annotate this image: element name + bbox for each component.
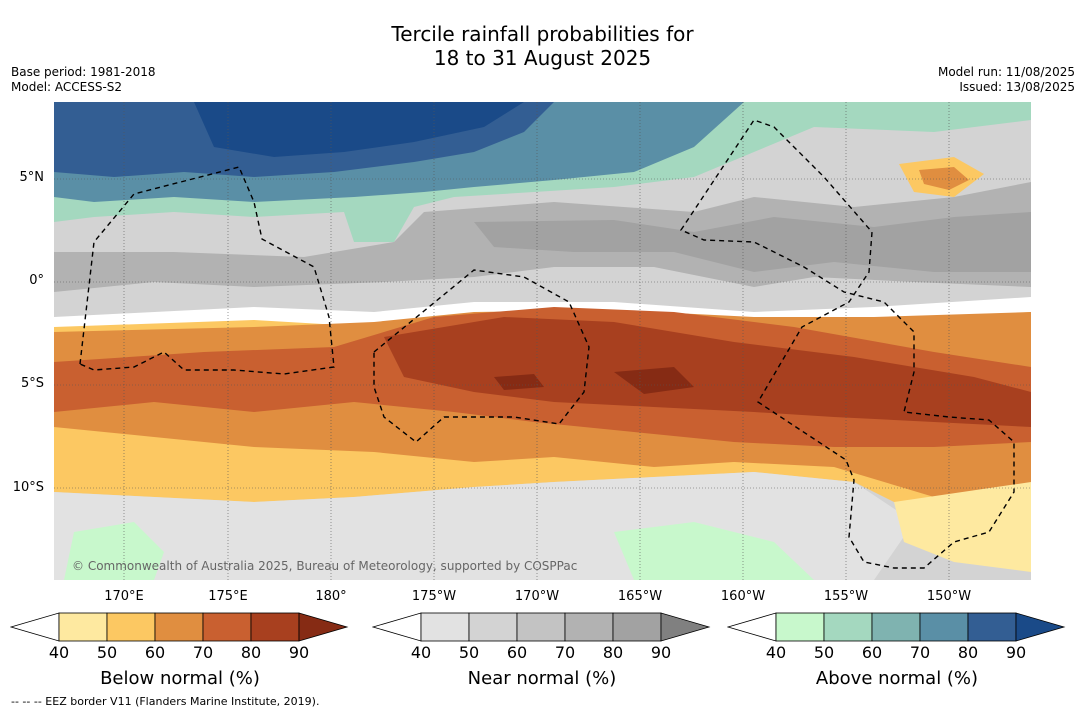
lat-label-5s: 5°S: [20, 376, 44, 391]
colorbar-extend-low: [372, 612, 422, 642]
map-title-line2: 18 to 31 August 2025: [433, 46, 652, 70]
colorbar-extend-low: [727, 612, 777, 642]
cbar-tick: 40: [765, 643, 787, 662]
colorbar-segment: [154, 612, 204, 642]
cbar-tick: 40: [410, 643, 432, 662]
lon-label-175e: 175°E: [208, 589, 248, 604]
colorbar-near-normal: [372, 612, 711, 642]
colorbar-segment: [871, 612, 921, 642]
above-normal-region-core: [194, 102, 524, 157]
lon-label-170e: 170°E: [104, 589, 144, 604]
cbar-tick: 70: [909, 643, 931, 662]
colorbar-segment: [468, 612, 518, 642]
colorbar-label-near: Near normal (%): [467, 668, 617, 689]
colorbar-segment: [250, 612, 300, 642]
cbar-tick: 80: [602, 643, 624, 662]
lon-label-155w: 155°W: [823, 589, 869, 604]
colorbar-extend-high: [298, 612, 349, 642]
cbar-tick: 60: [506, 643, 528, 662]
colorbar-extend-high: [1015, 612, 1066, 642]
cbar-tick: 70: [192, 643, 214, 662]
lon-label-170w: 170°W: [514, 589, 560, 604]
cbar-tick: 50: [96, 643, 118, 662]
colorbar-segment: [58, 612, 108, 642]
cbar-tick: 60: [861, 643, 883, 662]
above-normal-patch-sw: [64, 522, 164, 580]
lon-label-175w: 175°W: [411, 589, 457, 604]
cbar-tick: 90: [1005, 643, 1027, 662]
gridlines: [54, 102, 1031, 580]
below-normal-patch-ne-inner: [919, 167, 969, 190]
model-name: Model: ACCESS-S2: [11, 80, 123, 94]
lon-label-165w: 165°W: [617, 589, 663, 604]
eez-footnote: -- -- -- EEZ border V11 (Flanders Marine…: [11, 695, 320, 708]
colorbar-segment: [202, 612, 252, 642]
colorbar-label-above: Above normal (%): [815, 668, 979, 689]
cbar-tick: 50: [458, 643, 480, 662]
colorbar-segment: [106, 612, 156, 642]
copyright-notice: © Commonwealth of Australia 2025, Bureau…: [72, 559, 578, 573]
colorbar-segment: [775, 612, 825, 642]
eez-borders: [79, 119, 1015, 569]
above-normal-patch-south: [614, 522, 814, 580]
colorbar-segment: [612, 612, 662, 642]
lat-label-5n: 5°N: [19, 170, 45, 185]
colorbar-segment: [967, 612, 1017, 642]
cbar-tick: 60: [144, 643, 166, 662]
lon-label-150w: 150°W: [926, 589, 972, 604]
probability-map: [54, 102, 1031, 580]
colorbar-segment: [823, 612, 873, 642]
colorbar-segment: [564, 612, 614, 642]
issued-date: Issued: 13/08/2025: [959, 80, 1075, 94]
cbar-tick: 50: [813, 643, 835, 662]
colorbar-label-below: Below normal (%): [100, 668, 260, 689]
cbar-tick: 70: [554, 643, 576, 662]
base-period: Base period: 1981-2018: [11, 65, 156, 79]
colorbar-segment: [420, 612, 470, 642]
lon-label-180: 180°: [315, 589, 347, 604]
below-normal-region-70: [384, 317, 1031, 427]
model-run: Model run: 11/08/2025: [937, 65, 1075, 79]
cbar-tick: 90: [288, 643, 310, 662]
lat-label-10s: 10°S: [12, 480, 44, 495]
map-title-line1: Tercile rainfall probabilities for: [391, 22, 694, 46]
meta-left: Base period: 1981-2018 Model: ACCESS-S2: [11, 65, 156, 95]
near-normal-region-darker: [474, 212, 1031, 272]
colorbar-below-normal: [10, 612, 349, 642]
below-normal-patch-se: [894, 482, 1031, 572]
colorbar-extend-high: [660, 612, 711, 642]
lat-label-0: 0°: [29, 273, 44, 288]
colorbar-extend-low: [10, 612, 60, 642]
cbar-tick: 90: [650, 643, 672, 662]
cbar-tick: 80: [957, 643, 979, 662]
cbar-tick: 40: [48, 643, 70, 662]
cbar-tick: 80: [240, 643, 262, 662]
meta-right: Model run: 11/08/2025 Issued: 13/08/2025: [938, 65, 1075, 95]
colorbar-above-normal: [727, 612, 1066, 642]
lon-label-160w: 160°W: [720, 589, 766, 604]
colorbar-segment: [516, 612, 566, 642]
below-normal-region-80: [494, 367, 694, 394]
colorbar-segment: [919, 612, 969, 642]
